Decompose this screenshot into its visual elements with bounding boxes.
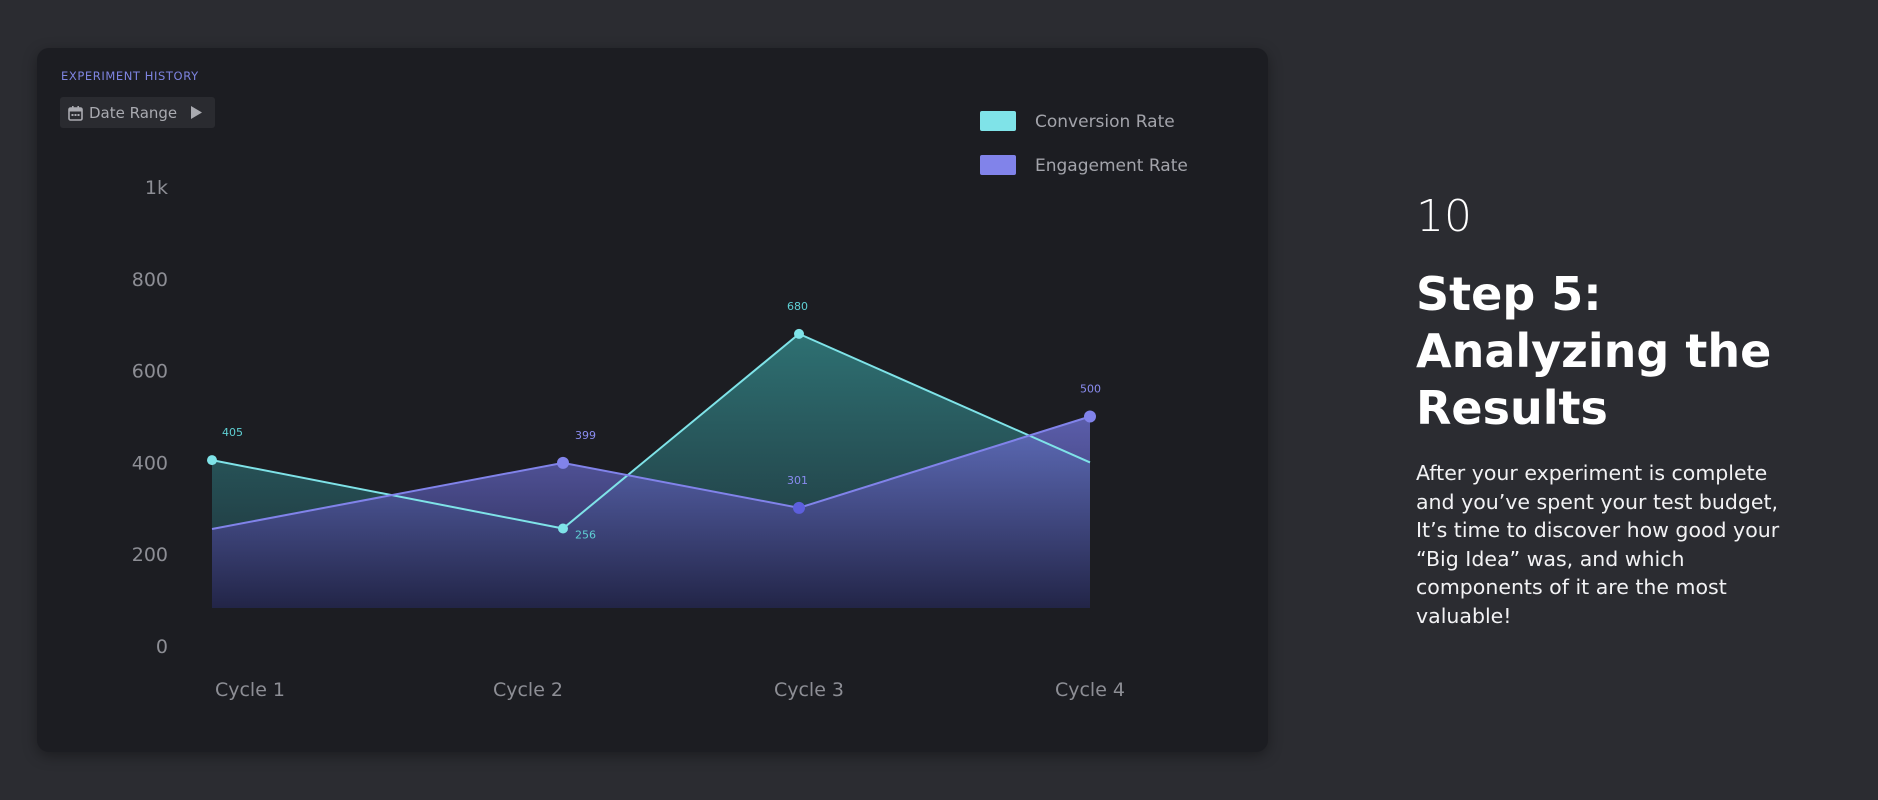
description-line: After your experiment is complete <box>1416 461 1768 485</box>
play-icon <box>191 106 203 119</box>
data-point <box>207 455 217 466</box>
data-label: 256 <box>575 528 596 541</box>
data-point <box>557 456 569 469</box>
x-tick-label: Cycle 2 <box>493 679 563 701</box>
data-label: 680 <box>787 300 808 313</box>
data-label: 500 <box>1080 383 1101 396</box>
date-range-label: Date Range <box>89 103 178 122</box>
legend-swatch <box>980 111 1016 131</box>
data-point <box>793 501 805 514</box>
step-title: Step 5: Analyzing the Results <box>1416 266 1779 437</box>
area-engagement-rate <box>212 416 1090 608</box>
legend-swatch <box>980 155 1016 175</box>
legend-label: Conversion Rate <box>1035 112 1175 132</box>
date-range-button[interactable]: Date Range <box>60 97 215 128</box>
x-tick-label: Cycle 3 <box>774 679 844 701</box>
y-tick-label: 0 <box>156 636 168 658</box>
step-title-line: Analyzing the <box>1416 324 1772 378</box>
data-label: 405 <box>222 426 243 439</box>
x-tick-label: Cycle 4 <box>1055 679 1125 701</box>
description-line: “Big Idea” was, and which <box>1416 546 1685 571</box>
data-point <box>1084 410 1096 423</box>
data-point <box>794 328 804 339</box>
step-number: 10 <box>1416 191 1472 242</box>
card-title: EXPERIMENT HISTORY <box>61 69 199 83</box>
line-conversion-rate <box>211 332 1091 530</box>
y-tick-label: 800 <box>132 269 168 291</box>
calendar-icon <box>68 105 83 121</box>
step-title-line: Step 5: <box>1416 267 1602 321</box>
description-line: components of it are the most <box>1416 575 1727 599</box>
data-label: 399 <box>575 429 596 442</box>
line-engagement-rate <box>211 415 1091 530</box>
data-label: 301 <box>787 474 808 487</box>
step-title-line: Results <box>1416 381 1608 435</box>
data-point <box>558 523 568 534</box>
y-tick-label: 600 <box>132 361 168 383</box>
description-line: It’s time to discover how good your <box>1416 518 1780 542</box>
y-tick-label: 400 <box>132 452 168 474</box>
y-tick-label: 200 <box>132 544 168 566</box>
y-tick-label: 1k <box>145 177 168 199</box>
step-panel: 10 Step 5: Analyzing the Results After y… <box>1416 192 1779 630</box>
step-description: After your experiment is complete and yo… <box>1416 459 1779 630</box>
experiment-history-card: EXPERIMENT HISTORY Date Range <box>37 48 1268 752</box>
x-tick-label: Cycle 1 <box>215 679 285 701</box>
description-line: valuable! <box>1416 603 1512 628</box>
legend-label: Engagement Rate <box>1035 156 1188 176</box>
description-line: and you’ve spent your test budget, <box>1416 489 1779 514</box>
